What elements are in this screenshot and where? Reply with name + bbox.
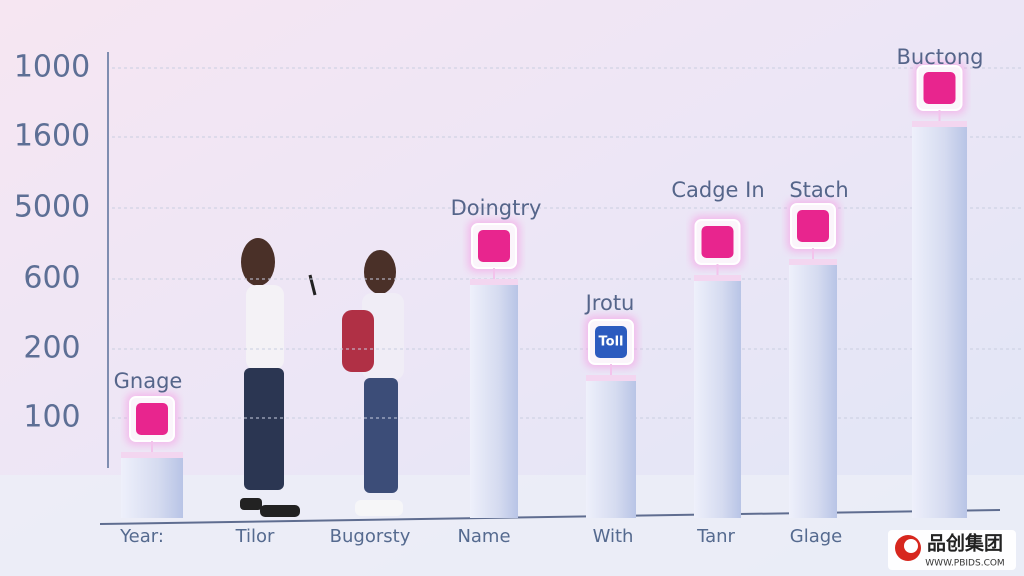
x-axis-label: Glage: [790, 526, 842, 547]
bar: [912, 124, 967, 518]
x-axis-label: Bugorsty: [330, 526, 411, 547]
x-axis-label: With: [593, 526, 634, 547]
x-axis: [99, 509, 1001, 525]
bar-top: [789, 259, 837, 265]
y-tick-label: 600: [23, 261, 80, 296]
x-axis-label: Year:: [119, 526, 164, 547]
icon: [923, 72, 956, 104]
bar-top: [470, 279, 518, 285]
icon: [478, 230, 510, 262]
person-right: [342, 250, 404, 516]
y-tick-label: 1000: [14, 50, 90, 85]
icon: [797, 210, 829, 242]
bar-label: Doingtry: [451, 196, 542, 220]
bar: [789, 262, 837, 518]
bar: [121, 455, 183, 518]
bar-top: [694, 275, 741, 281]
bar-label: Gnage: [114, 369, 183, 393]
bar: [470, 282, 518, 518]
bar-label: Jrotu: [584, 291, 635, 315]
bar-top: [912, 121, 967, 127]
icon: [595, 326, 627, 358]
bar-label: Buctong: [897, 45, 984, 69]
x-axis-label: Tilor: [235, 526, 275, 547]
y-tick-label: 5000: [14, 190, 90, 225]
icon: [136, 403, 168, 435]
bar: [586, 378, 636, 518]
bar-top: [121, 452, 183, 458]
bar-label: Stach: [789, 178, 848, 202]
watermark: 品创集团 WWW.PBIDS.COM: [888, 530, 1016, 570]
bar-label: Cadge In: [671, 178, 764, 202]
x-axis-label: Name: [457, 526, 510, 547]
bar-top: [586, 375, 636, 381]
watermark-brand: 品创集团: [927, 532, 1003, 555]
x-axis-label: Tanr: [696, 526, 735, 547]
bar: [694, 278, 741, 518]
y-tick-label: 200: [23, 331, 80, 366]
watermark-url: WWW.PBIDS.COM: [925, 559, 1004, 569]
icon-text: Toll: [599, 335, 624, 350]
icon: [701, 226, 734, 258]
y-tick-label: 1600: [14, 119, 90, 154]
y-tick-label: 100: [23, 400, 80, 435]
